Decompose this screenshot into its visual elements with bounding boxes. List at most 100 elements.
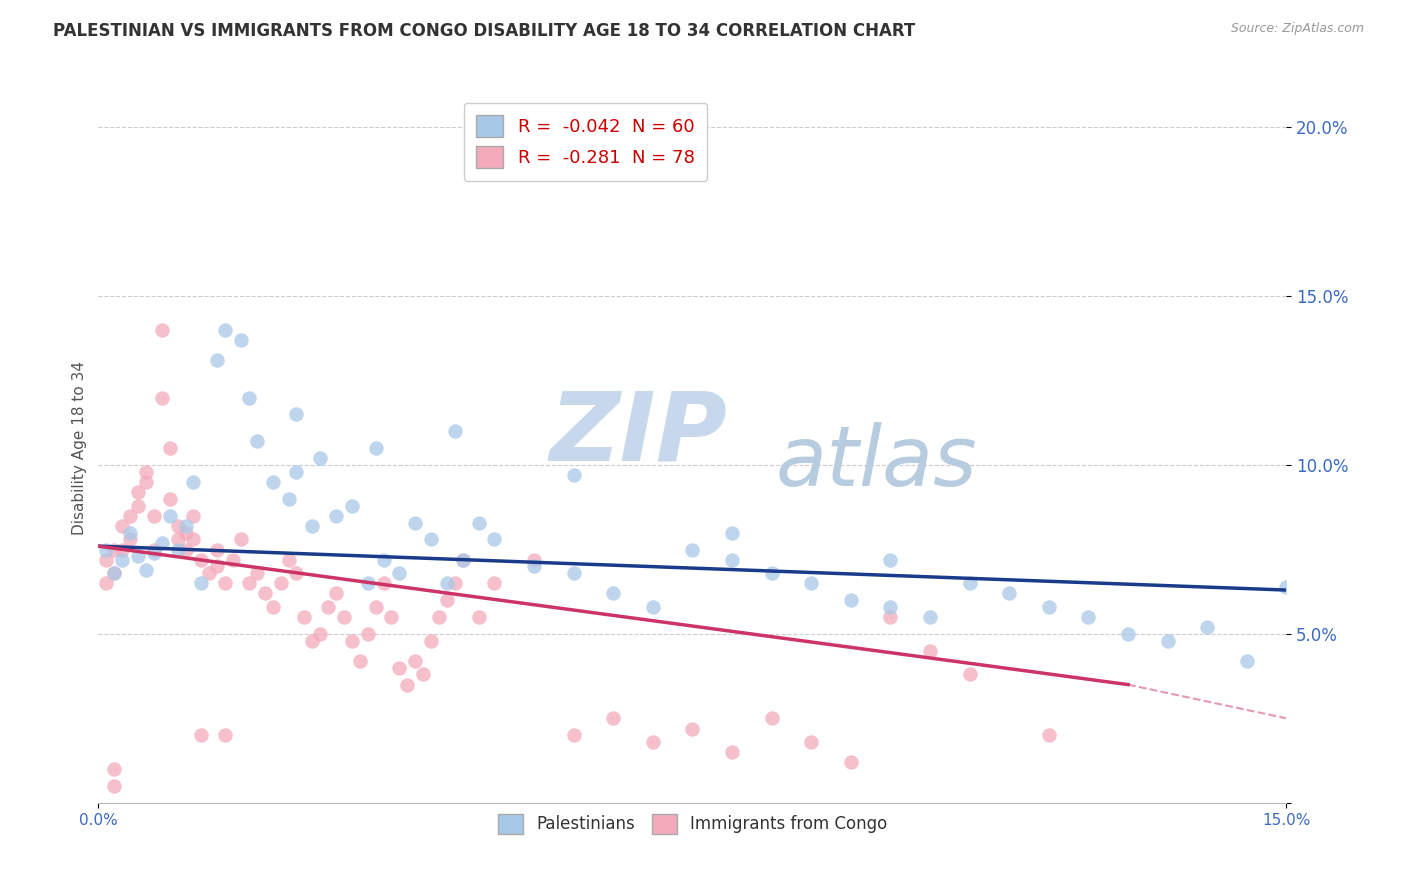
Point — [103, 542, 125, 557]
Point — [681, 542, 703, 557]
Point — [467, 610, 489, 624]
Point — [879, 599, 901, 614]
Point — [183, 508, 205, 523]
Point — [142, 542, 165, 557]
Point — [198, 566, 221, 581]
Point — [166, 542, 188, 557]
Point — [120, 533, 142, 547]
Point — [523, 559, 546, 574]
Point — [1156, 633, 1178, 648]
Point — [388, 661, 411, 675]
Point — [920, 610, 942, 624]
Point — [388, 566, 411, 581]
Point — [1077, 610, 1099, 624]
Point — [484, 576, 506, 591]
Point — [1038, 599, 1060, 614]
Point — [761, 566, 783, 581]
Point — [150, 535, 173, 549]
Point — [357, 627, 380, 641]
Point — [127, 499, 149, 513]
Point — [309, 627, 332, 641]
Point — [562, 468, 585, 483]
Point — [135, 465, 157, 479]
Point — [1116, 627, 1139, 641]
Point — [681, 722, 703, 736]
Point — [222, 552, 245, 566]
Point — [111, 542, 134, 557]
Point — [420, 533, 443, 547]
Point — [484, 533, 506, 547]
Point — [150, 391, 173, 405]
Point — [436, 593, 458, 607]
Text: PALESTINIAN VS IMMIGRANTS FROM CONGO DISABILITY AGE 18 TO 34 CORRELATION CHART: PALESTINIAN VS IMMIGRANTS FROM CONGO DIS… — [53, 22, 915, 40]
Point — [1038, 728, 1060, 742]
Point — [135, 475, 157, 489]
Point — [246, 566, 269, 581]
Point — [205, 559, 228, 574]
Point — [238, 391, 260, 405]
Point — [96, 576, 118, 591]
Point — [292, 610, 315, 624]
Point — [183, 533, 205, 547]
Point — [301, 519, 323, 533]
Point — [412, 667, 434, 681]
Point — [380, 610, 402, 624]
Point — [277, 491, 299, 506]
Point — [1275, 580, 1298, 594]
Text: atlas: atlas — [776, 422, 977, 503]
Point — [205, 353, 228, 368]
Point — [142, 546, 165, 560]
Point — [364, 442, 387, 455]
Point — [340, 499, 363, 513]
Point — [523, 552, 546, 566]
Point — [761, 711, 783, 725]
Point — [214, 728, 236, 742]
Point — [839, 593, 862, 607]
Point — [373, 576, 395, 591]
Point — [641, 599, 664, 614]
Point — [214, 323, 236, 337]
Point — [721, 552, 744, 566]
Point — [404, 654, 426, 668]
Point — [427, 610, 450, 624]
Point — [127, 485, 149, 500]
Point — [959, 667, 981, 681]
Point — [467, 516, 489, 530]
Point — [316, 599, 339, 614]
Point — [420, 633, 443, 648]
Legend: Palestinians, Immigrants from Congo: Palestinians, Immigrants from Congo — [491, 807, 894, 840]
Point — [1236, 654, 1258, 668]
Point — [396, 678, 419, 692]
Point — [183, 475, 205, 489]
Point — [166, 519, 188, 533]
Point — [262, 475, 284, 489]
Point — [103, 762, 125, 776]
Point — [285, 566, 308, 581]
Point — [96, 542, 118, 557]
Point — [800, 576, 823, 591]
Point — [444, 576, 467, 591]
Point — [238, 576, 260, 591]
Point — [246, 434, 269, 449]
Point — [120, 508, 142, 523]
Point — [309, 451, 332, 466]
Point — [159, 491, 181, 506]
Point — [800, 735, 823, 749]
Point — [721, 745, 744, 759]
Point — [562, 728, 585, 742]
Point — [214, 576, 236, 591]
Point — [111, 552, 134, 566]
Point — [229, 533, 252, 547]
Point — [253, 586, 276, 600]
Point — [166, 533, 188, 547]
Point — [562, 566, 585, 581]
Text: Source: ZipAtlas.com: Source: ZipAtlas.com — [1230, 22, 1364, 36]
Point — [357, 576, 380, 591]
Point — [150, 323, 173, 337]
Point — [451, 552, 474, 566]
Point — [451, 552, 474, 566]
Point — [404, 516, 426, 530]
Point — [301, 633, 323, 648]
Point — [602, 586, 624, 600]
Point — [285, 465, 308, 479]
